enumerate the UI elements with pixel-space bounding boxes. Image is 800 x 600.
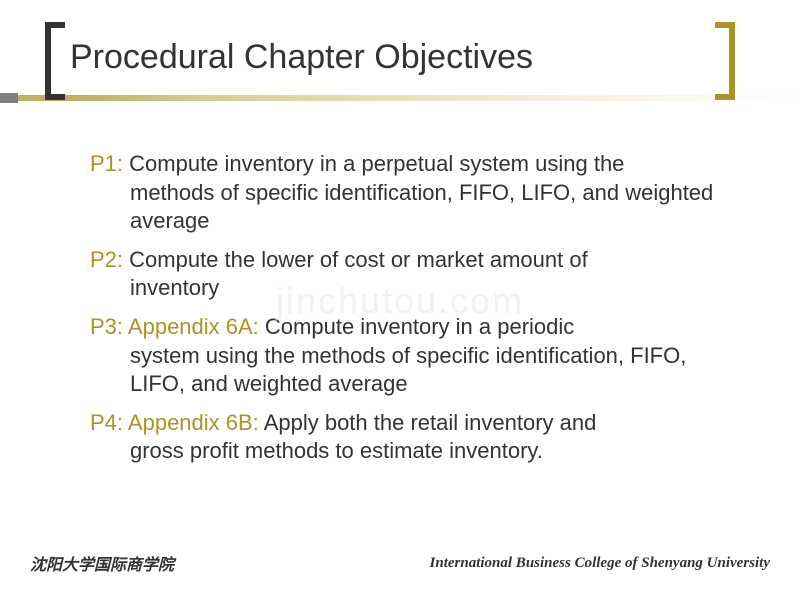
objective-continuation: methods of specific identification, FIFO…	[90, 179, 740, 236]
footer-left-text: 沈阳大学国际商学院	[30, 551, 174, 575]
objective-continuation: system using the methods of specific ide…	[90, 342, 740, 399]
objective-text: Compute the lower of cost or market amou…	[123, 247, 588, 272]
objective-text: Apply both the retail inventory and	[259, 410, 597, 435]
footer: 沈阳大学国际商学院 International Business College…	[30, 551, 770, 575]
bracket-left-icon	[45, 22, 65, 100]
objective-item: P2: Compute the lower of cost or market …	[90, 246, 740, 303]
objective-label: P2:	[90, 247, 123, 272]
objective-label: P3: Appendix 6A:	[90, 314, 259, 339]
content-area: P1: Compute inventory in a perpetual sys…	[90, 150, 740, 476]
footer-right-text: International Business College of Shenya…	[430, 555, 770, 572]
objective-label: P1:	[90, 151, 123, 176]
slide-title: Procedural Chapter Objectives	[55, 30, 770, 77]
objective-item: P3: Appendix 6A: Compute inventory in a …	[90, 313, 740, 399]
bracket-right-icon	[715, 22, 735, 100]
objective-item: P1: Compute inventory in a perpetual sys…	[90, 150, 740, 236]
objective-label: P4: Appendix 6B:	[90, 410, 259, 435]
slide-container: Procedural Chapter Objectives P1: Comput…	[0, 0, 800, 600]
title-container: Procedural Chapter Objectives	[55, 30, 770, 77]
objective-continuation: inventory	[90, 274, 740, 303]
objective-text: Compute inventory in a perpetual system …	[123, 151, 624, 176]
decorative-line	[0, 95, 800, 101]
objective-continuation: gross profit methods to estimate invento…	[90, 437, 740, 466]
objective-item: P4: Appendix 6B: Apply both the retail i…	[90, 409, 740, 466]
objective-text: Compute inventory in a periodic	[259, 314, 575, 339]
